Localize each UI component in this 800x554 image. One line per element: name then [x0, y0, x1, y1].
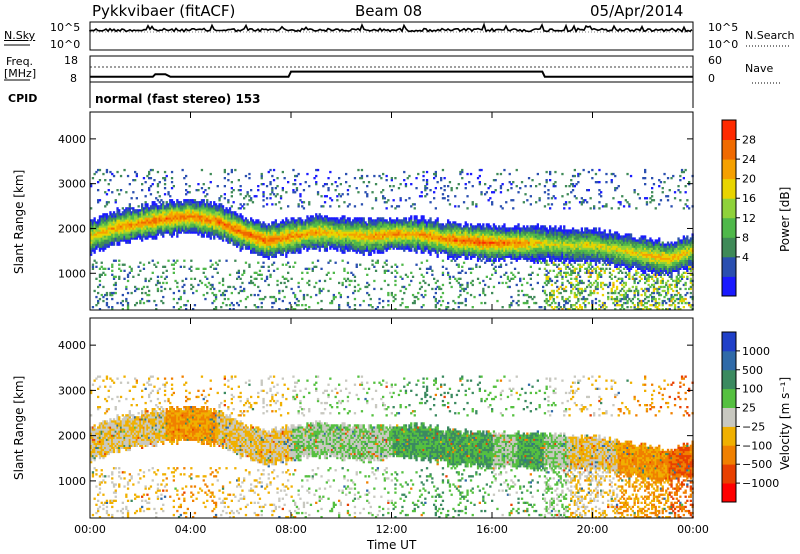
power-ytick-label: 1000: [58, 267, 86, 280]
velocity-ylabel: Slant Range [km]: [12, 375, 26, 480]
xaxis-tick-label: 12:00: [376, 523, 408, 536]
velocity-colorbar-swatch: [722, 426, 736, 446]
power-ytick-label: 2000: [58, 222, 86, 235]
power-colorbar-swatch: [722, 139, 736, 160]
power-colorbar-swatch: [722, 217, 736, 238]
power-ytick-label: 3000: [58, 178, 86, 191]
velocity-colorbar-swatch: [722, 332, 736, 352]
nsearch-label: N.Search: [745, 29, 795, 42]
velocity-colorbar: 1000 500 100 25 −25 −100 −500 −1000: [721, 331, 779, 503]
velocity-colorbar-tick: 1000: [742, 345, 770, 358]
noise-panel-frame: [89, 21, 694, 51]
xaxis-tick-label: 00:00: [677, 523, 709, 536]
power-colorbar-swatch: [722, 120, 736, 140]
velocity-colorbar-swatch: [722, 388, 736, 408]
power-colorbar-swatch: [722, 237, 736, 258]
power-colorbar-swatch: [722, 256, 736, 277]
power-colorbar-swatch: [722, 276, 736, 297]
noise-right-tick-top: 10^5: [708, 21, 739, 34]
noise-right-tick-bottom: 10^0: [708, 38, 739, 51]
velocity-colorbar-tick: 500: [742, 364, 763, 377]
power-colorbar-tick: 16: [742, 192, 756, 205]
cpid-text: normal (fast stereo) 153: [95, 92, 261, 106]
velocity-colorbar-tick: −100: [742, 439, 772, 452]
radar-title: Pykkvibaer (fitACF): [92, 2, 236, 20]
freq-series: [4, 66, 782, 84]
power-ylabel: Slant Range [km]: [12, 169, 26, 274]
velocity-colorbar-swatch: [722, 350, 736, 371]
power-colorbar-tick: 28: [742, 134, 756, 147]
xaxis-tick-label: 20:00: [577, 523, 609, 536]
velocity-heatmap: [90, 375, 694, 519]
freq-line: [90, 70, 693, 78]
power-colorbar-swatch: [722, 159, 736, 180]
xaxis-tick-label: 04:00: [175, 523, 207, 536]
nave-tick-bottom: 0: [708, 72, 715, 85]
velocity-ytick-label: 2000: [58, 430, 86, 443]
velocity-ytick-label: 4000: [58, 339, 86, 352]
velocity-colorbar-swatch: [722, 407, 736, 427]
power-colorbar-swatch: [722, 198, 736, 219]
power-heatmap: [90, 168, 694, 311]
noise-left-tick-top: 10^5: [50, 21, 81, 34]
velocity-colorbar-swatch: [722, 445, 736, 465]
power-colorbar-tick: 20: [742, 173, 756, 186]
power-colorbar-tick: 24: [742, 153, 756, 166]
power-colorbar-tick: 8: [742, 231, 749, 244]
velocity-colorbar-swatch: [722, 369, 736, 390]
axes: 00:00 04:00 08:00 12:00 16:00 20:00 00:00 4000 3…: [58, 112, 709, 536]
freq-tick-bottom: 8: [70, 72, 77, 85]
freq-panel-frame: [89, 55, 694, 83]
power-colorbar-swatch: [722, 178, 736, 199]
velocity-colorbar-label: Velocity [m s⁻¹]: [778, 376, 792, 470]
nave-label: Nave: [745, 62, 774, 75]
freq-unit-label: [MHz]: [4, 67, 37, 80]
xaxis-tick-label: 16:00: [476, 523, 508, 536]
noise-left-tick-bottom: 10^0: [50, 38, 81, 51]
noise-sky-line: [89, 22, 693, 33]
beam-label: Beam 08: [355, 2, 423, 20]
power-colorbar-tick: 4: [742, 251, 749, 264]
power-colorbar-label: Power [dB]: [778, 186, 792, 252]
nsky-label: N.Sky: [4, 29, 36, 42]
freq-tick-top: 18: [64, 54, 78, 67]
cpid-label: CPID: [8, 92, 38, 105]
velocity-colorbar-tick: −1000: [742, 477, 779, 490]
velocity-colorbar-swatch: [722, 483, 736, 503]
freq-label: Freq.: [6, 55, 34, 68]
velocity-colorbar-tick: −500: [742, 458, 772, 471]
xaxis-label: Time UT: [367, 538, 417, 552]
xaxis-tick-label: 08:00: [275, 523, 307, 536]
power-ytick-label: 4000: [58, 133, 86, 146]
nave-tick-top: 60: [708, 54, 722, 67]
xaxis-tick-label: 00:00: [74, 523, 106, 536]
velocity-colorbar-tick: 100: [742, 383, 763, 396]
power-colorbar: 28 24 20 16 12 8 4: [721, 119, 756, 297]
velocity-colorbar-swatch: [722, 464, 736, 484]
velocity-ytick-label: 1000: [58, 475, 86, 488]
velocity-colorbar-tick: −25: [742, 420, 765, 433]
power-colorbar-tick: 12: [742, 212, 756, 225]
velocity-colorbar-tick: 25: [742, 402, 756, 415]
noise-series: [4, 22, 790, 47]
velocity-ytick-label: 3000: [58, 384, 86, 397]
date-label: 05/Apr/2014: [590, 2, 684, 20]
